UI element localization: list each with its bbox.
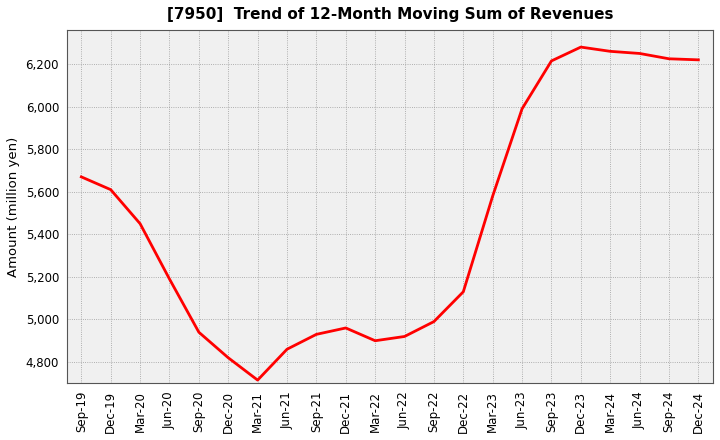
Title: [7950]  Trend of 12-Month Moving Sum of Revenues: [7950] Trend of 12-Month Moving Sum of R… <box>166 7 613 22</box>
Y-axis label: Amount (million yen): Amount (million yen) <box>7 136 20 277</box>
